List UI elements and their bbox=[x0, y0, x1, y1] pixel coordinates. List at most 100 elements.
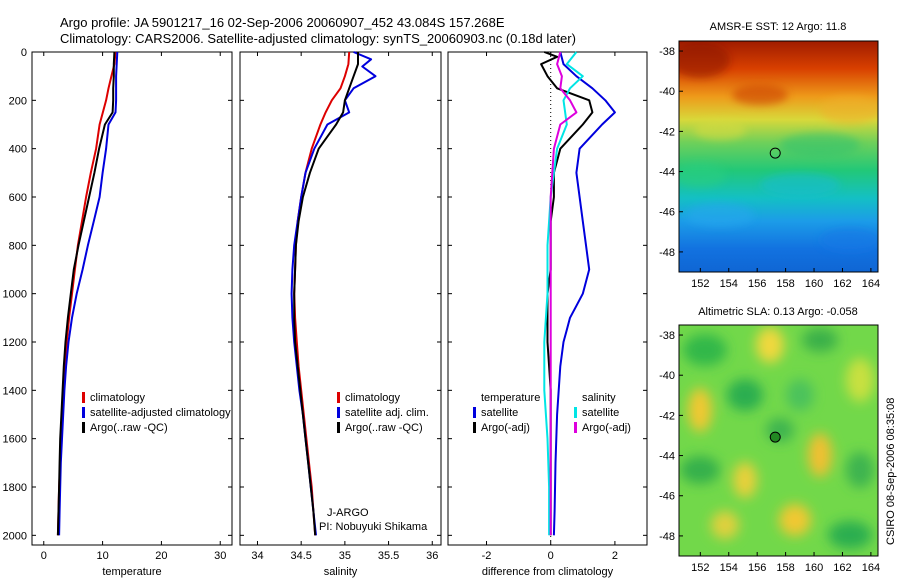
legend-swatch bbox=[82, 392, 85, 403]
legend-swatch bbox=[82, 422, 85, 433]
x-axis-label: salinity bbox=[324, 566, 358, 578]
legend-swatch bbox=[337, 392, 340, 403]
legend-label: satellite-adjusted climatology bbox=[90, 407, 231, 419]
sst-heatmap bbox=[679, 41, 878, 272]
x-tick-label: 35.5 bbox=[378, 550, 399, 562]
y-tick-label: 2000 bbox=[3, 530, 27, 542]
y-tick-label: 1000 bbox=[3, 289, 27, 301]
x-tick-label: 0 bbox=[548, 550, 554, 562]
y-tick-label: 0 bbox=[21, 47, 27, 59]
legend-swatch bbox=[574, 407, 577, 418]
credit-program: J-ARGO bbox=[327, 507, 369, 519]
map-x-tick-label: 152 bbox=[691, 562, 709, 574]
map-x-tick-label: 156 bbox=[748, 562, 766, 574]
legend-label: satellite bbox=[582, 407, 619, 419]
x-tick-label: 2 bbox=[612, 550, 618, 562]
map-x-tick-label: 154 bbox=[720, 562, 738, 574]
map-x-tick-label: 158 bbox=[776, 562, 794, 574]
y-tick-label: 600 bbox=[9, 192, 27, 204]
legend: climatology satellite adj. clim. Argo(..ra… bbox=[337, 392, 429, 434]
map-x-tick-label: 162 bbox=[833, 562, 851, 574]
x-tick-label: 35 bbox=[339, 550, 351, 562]
credit-pi: PI: Nobuyuki Shikama bbox=[319, 521, 428, 533]
map-y-tick-label: -42 bbox=[659, 126, 675, 138]
legend-label: Argo(..raw -QC) bbox=[90, 422, 168, 434]
x-tick-label: 36 bbox=[426, 550, 438, 562]
sla-map-title: Altimetric SLA: 0.13 Argo: -0.058 bbox=[698, 306, 858, 318]
y-tick-label: 200 bbox=[9, 95, 27, 107]
y-tick-label: 1200 bbox=[3, 337, 27, 349]
x-tick-label: 0 bbox=[41, 550, 47, 562]
legend-swatch bbox=[337, 422, 340, 433]
map-y-tick-label: -44 bbox=[659, 451, 675, 463]
legend-label: Argo(..raw -QC) bbox=[345, 422, 423, 434]
map-y-tick-label: -48 bbox=[659, 247, 675, 259]
y-tick-label: 800 bbox=[9, 240, 27, 252]
map-x-tick-label: 164 bbox=[862, 562, 880, 574]
figure-title-line2: Climatology: CARS2006. Satellite-adjuste… bbox=[60, 31, 576, 46]
x-tick-label: 34.5 bbox=[290, 550, 311, 562]
map-y-tick-label: -48 bbox=[659, 531, 675, 543]
sst-map-panel: AMSR-E SST: 12 Argo: 11.8 152 154 156 158 16… bbox=[659, 21, 880, 290]
series-line-satellite-adjusted-climatology bbox=[58, 51, 119, 536]
y-tick-label: 1400 bbox=[3, 385, 27, 397]
map-y-tick-label: -40 bbox=[659, 86, 675, 98]
plot-frame bbox=[239, 51, 442, 546]
map-x-tick-label: 152 bbox=[691, 278, 709, 290]
legend-swatch bbox=[337, 407, 340, 418]
sst-map-title: AMSR-E SST: 12 Argo: 11.8 bbox=[710, 21, 847, 33]
map-y-tick-label: -38 bbox=[659, 46, 675, 58]
series-line-temperature-satellite bbox=[552, 51, 616, 536]
x-tick-label: 10 bbox=[96, 550, 108, 562]
x-axis-label: difference from climatology bbox=[482, 566, 614, 578]
series-line-argo-raw-qc- bbox=[56, 51, 116, 536]
legend-swatch bbox=[574, 422, 577, 433]
panel-salinity: 34 34.5 35 35.5 36 salinity climatology satelli… bbox=[239, 51, 442, 578]
legend-label: Argo(-adj) bbox=[481, 422, 530, 434]
legend: climatology satellite-adjusted climatolog… bbox=[82, 392, 231, 434]
series-line-temperature-argo-adj- bbox=[540, 51, 594, 536]
legend-label: Argo(-adj) bbox=[582, 422, 631, 434]
legend-label: climatology bbox=[90, 392, 146, 404]
map-y-tick-label: -44 bbox=[659, 167, 675, 179]
map-x-tick-label: 162 bbox=[833, 278, 851, 290]
legend-label: satellite adj. clim. bbox=[345, 407, 429, 419]
map-y-tick-label: -46 bbox=[659, 207, 675, 219]
x-axis-label: temperature bbox=[102, 566, 161, 578]
x-tick-label: 20 bbox=[155, 550, 167, 562]
y-tick-label: 1600 bbox=[3, 434, 27, 446]
map-x-tick-label: 158 bbox=[776, 278, 794, 290]
map-x-tick-label: 160 bbox=[805, 562, 823, 574]
legend-swatch bbox=[473, 422, 476, 433]
series-line-salinity-argo-adj- bbox=[549, 51, 578, 536]
panel-temperature: 0 200 400 600 800 1000 1200 1400 1600 1800 2000 0 10… bbox=[3, 47, 233, 578]
figure-title-line1: Argo profile: JA 5901217_16 02-Sep-2006 … bbox=[60, 15, 505, 30]
map-y-tick-label: -40 bbox=[659, 370, 675, 382]
legend-swatch bbox=[82, 407, 85, 418]
legend-title-salinity: salinity bbox=[582, 392, 616, 404]
plot-frame bbox=[31, 51, 233, 546]
x-tick-label: -2 bbox=[482, 550, 492, 562]
panel-difference: -2 0 2 difference from climatology temperatu… bbox=[447, 51, 648, 578]
sla-map-panel: Altimetric SLA: 0.13 Argo: -0.058 bbox=[659, 306, 880, 574]
map-y-tick-label: -38 bbox=[659, 330, 675, 342]
map-y-tick-label: -42 bbox=[659, 410, 675, 422]
legend-label: satellite bbox=[481, 407, 518, 419]
x-tick-label: 30 bbox=[214, 550, 226, 562]
side-credit: CSIRO 08-Sep-2006 08:35:08 bbox=[885, 398, 897, 545]
map-y-tick-label: -46 bbox=[659, 491, 675, 503]
argo-float-marker bbox=[769, 431, 781, 443]
argo-float-marker bbox=[769, 147, 781, 159]
legend-difference: temperature salinity satellite Argo(-adj) sa… bbox=[473, 392, 631, 434]
map-x-tick-label: 154 bbox=[720, 278, 738, 290]
x-tick-label: 34 bbox=[251, 550, 263, 562]
y-tick-label: 1800 bbox=[3, 482, 27, 494]
series-line-argo-raw-qc- bbox=[293, 52, 359, 536]
map-x-tick-label: 160 bbox=[805, 278, 823, 290]
map-x-tick-label: 164 bbox=[862, 278, 880, 290]
y-tick-label: 400 bbox=[9, 144, 27, 156]
legend-swatch bbox=[473, 407, 476, 418]
legend-label: climatology bbox=[345, 392, 401, 404]
map-x-tick-label: 156 bbox=[748, 278, 766, 290]
